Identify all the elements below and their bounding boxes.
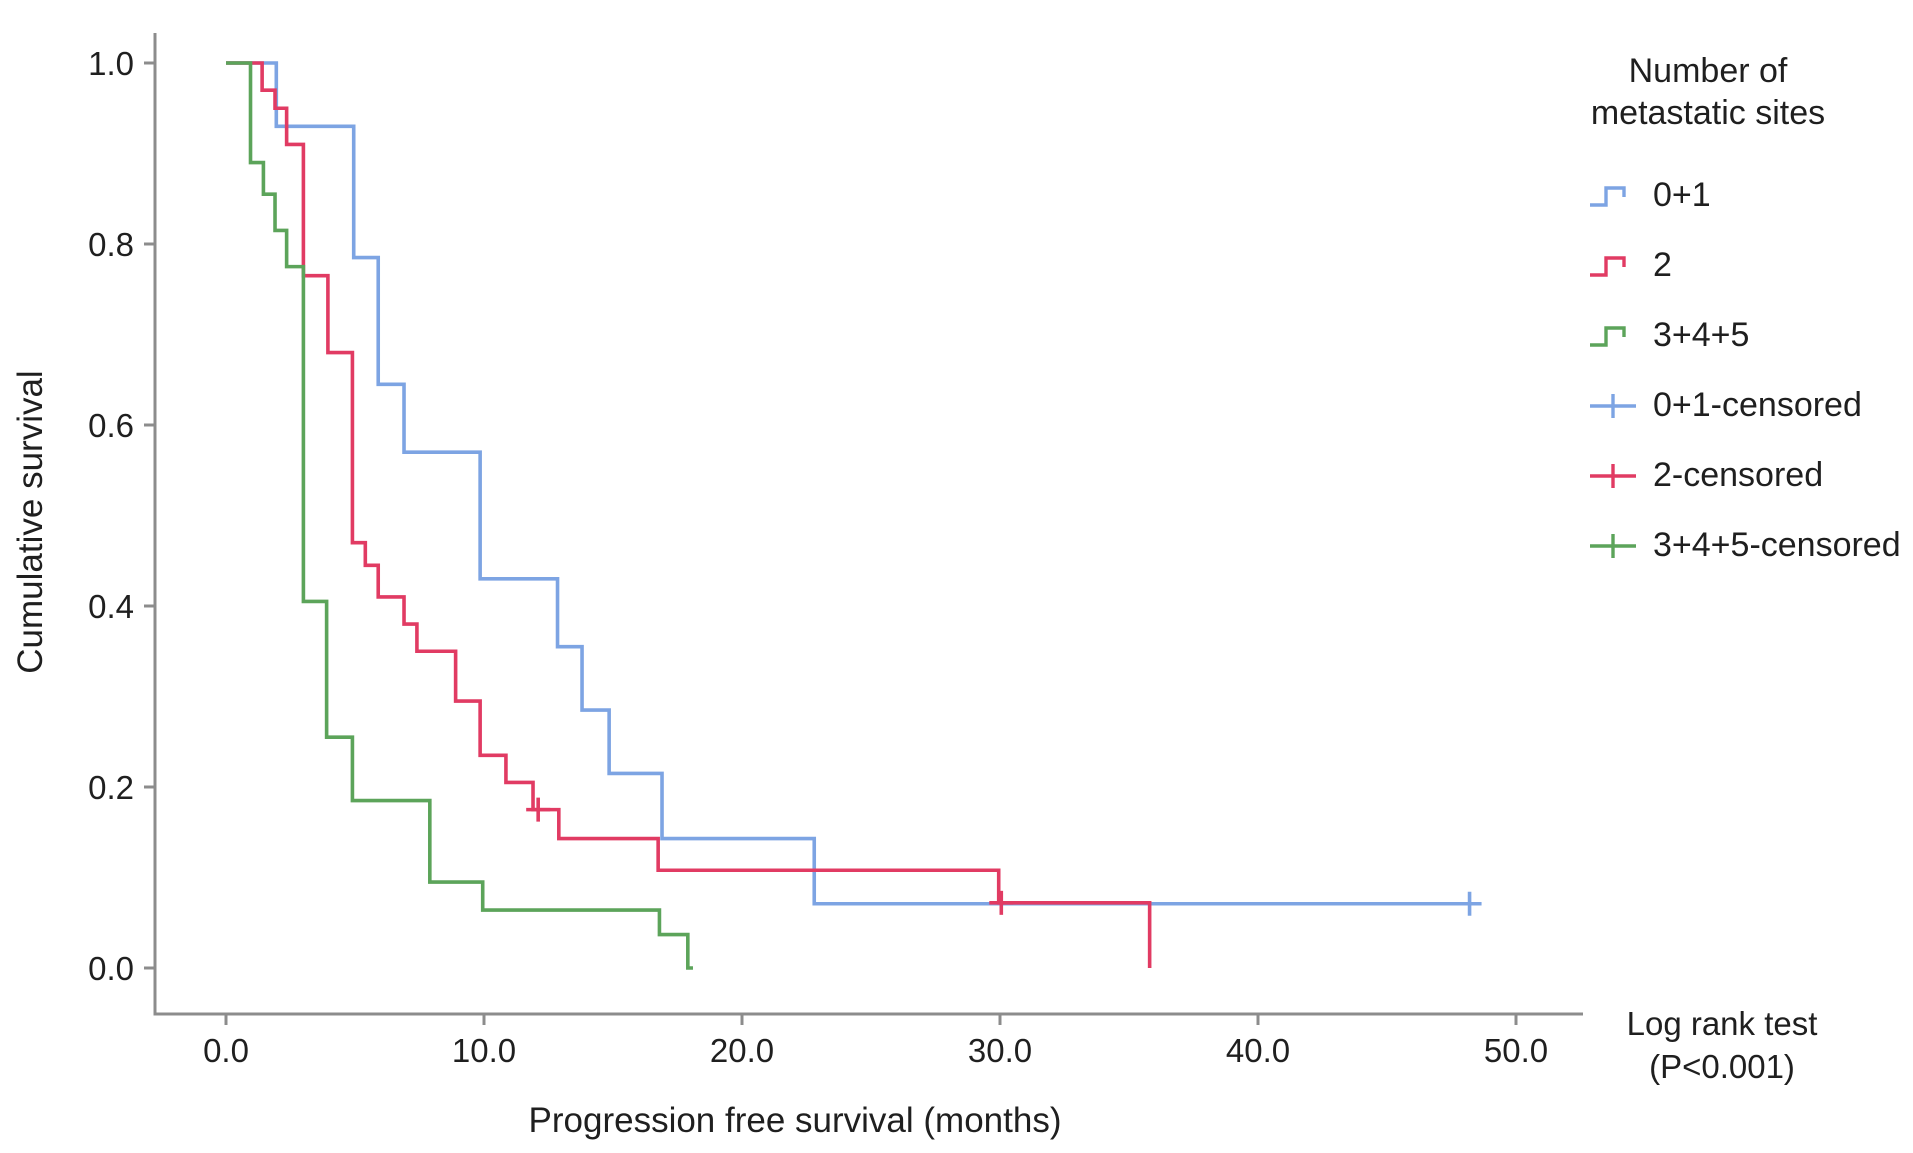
y-tick-label: 0.4	[88, 588, 134, 625]
x-tick-label: 20.0	[710, 1032, 774, 1069]
y-tick-label: 0.0	[88, 950, 134, 987]
legend-item-2: 2	[1582, 246, 1912, 285]
legend: Number of metastatic sites 0+1 2 3+4+5 0+1-…	[1582, 50, 1912, 565]
x-tick-label: 0.0	[203, 1032, 249, 1069]
y-tick-label: 1.0	[88, 45, 134, 82]
x-tick-label: 40.0	[1226, 1032, 1290, 1069]
x-axis-title: Progression free survival (months)	[528, 1101, 1062, 1140]
legend-item-0+1: 0+1	[1582, 176, 1912, 215]
log-rank-line2: (P<0.001)	[1649, 1048, 1795, 1085]
legend-item-label: 3+4+5	[1653, 316, 1750, 355]
legend-item-3+4+5: 3+4+5	[1582, 316, 1912, 355]
legend-item-label: 2	[1653, 246, 1672, 285]
legend-title-line2: metastatic sites	[1590, 94, 1826, 133]
y-tick-label: 0.2	[88, 769, 134, 806]
legend-item-2-censored: 2-censored	[1582, 456, 1912, 495]
legend-item-label: 0+1-censored	[1653, 386, 1862, 425]
km-curve-0+1	[226, 61, 1470, 906]
y-tick-label: 0.8	[88, 226, 134, 263]
x-tick-label: 10.0	[452, 1032, 516, 1069]
legend-step-glyph	[1590, 256, 1626, 277]
log-rank-line1: Log rank test	[1626, 1005, 1818, 1043]
x-tick-label: 30.0	[968, 1032, 1032, 1069]
legend-title-line1: Number of	[1628, 52, 1788, 90]
legend-title: Number of metastatic sites	[1582, 50, 1834, 134]
legend-item-label: 0+1	[1653, 176, 1711, 215]
legend-item-0+1-censored: 0+1-censored	[1582, 386, 1912, 425]
y-tick-label: 0.6	[88, 407, 134, 444]
km-curve-2	[226, 61, 1152, 968]
legend-item-label: 2-censored	[1653, 456, 1824, 495]
legend-item-3+4+5-censored: 3+4+5-censored	[1582, 526, 1912, 565]
legend-censored-glyph	[1590, 393, 1636, 418]
legend-items: 0+1 2 3+4+5 0+1-censored 2-censored 3+4+5-cen…	[1582, 176, 1912, 565]
km-curve-3+4+5	[226, 61, 693, 970]
legend-step-glyph	[1590, 186, 1626, 207]
y-axis-title: Cumulative survival	[11, 370, 50, 674]
x-tick-label: 50.0	[1484, 1032, 1548, 1069]
legend-item-label: 3+4+5-censored	[1653, 526, 1901, 565]
legend-step-glyph	[1590, 326, 1626, 347]
log-rank-annotation: Log rank test (P<0.001)	[1627, 1003, 1818, 1089]
legend-censored-glyph	[1590, 533, 1636, 558]
legend-censored-glyph	[1590, 463, 1636, 488]
